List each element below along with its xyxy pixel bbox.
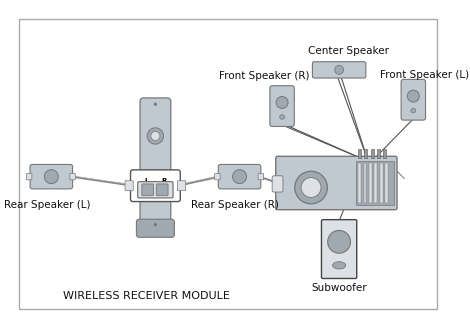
Bar xyxy=(380,163,383,203)
FancyBboxPatch shape xyxy=(321,220,357,278)
FancyBboxPatch shape xyxy=(276,156,397,210)
Ellipse shape xyxy=(151,132,160,140)
FancyBboxPatch shape xyxy=(26,174,32,180)
Text: Rear Speaker (L): Rear Speaker (L) xyxy=(4,200,90,210)
Bar xyxy=(364,163,366,203)
FancyBboxPatch shape xyxy=(157,184,168,196)
Ellipse shape xyxy=(295,171,327,204)
Bar xyxy=(375,163,377,203)
Text: WIRELESS RECEIVER MODULE: WIRELESS RECEIVER MODULE xyxy=(63,291,230,301)
Ellipse shape xyxy=(154,103,157,106)
Bar xyxy=(358,149,361,158)
FancyBboxPatch shape xyxy=(178,181,186,191)
Ellipse shape xyxy=(154,223,157,226)
FancyBboxPatch shape xyxy=(138,182,173,198)
Bar xyxy=(385,163,388,203)
Text: Front Speaker (R): Front Speaker (R) xyxy=(219,71,309,81)
Bar xyxy=(358,163,361,203)
FancyBboxPatch shape xyxy=(218,164,261,189)
FancyBboxPatch shape xyxy=(30,164,72,189)
Bar xyxy=(356,161,394,205)
FancyBboxPatch shape xyxy=(125,181,133,191)
FancyBboxPatch shape xyxy=(136,219,174,237)
Ellipse shape xyxy=(335,66,344,74)
Bar xyxy=(364,149,367,158)
FancyBboxPatch shape xyxy=(272,176,283,192)
FancyBboxPatch shape xyxy=(313,62,366,78)
Bar xyxy=(384,149,386,158)
Ellipse shape xyxy=(411,108,416,113)
FancyBboxPatch shape xyxy=(215,174,220,180)
Ellipse shape xyxy=(333,262,345,269)
Ellipse shape xyxy=(44,170,58,184)
Ellipse shape xyxy=(276,96,288,109)
FancyBboxPatch shape xyxy=(140,98,171,173)
FancyBboxPatch shape xyxy=(140,187,171,226)
FancyBboxPatch shape xyxy=(258,174,264,180)
FancyBboxPatch shape xyxy=(401,79,425,120)
Bar xyxy=(369,163,372,203)
Bar xyxy=(371,149,374,158)
Ellipse shape xyxy=(301,177,321,197)
Ellipse shape xyxy=(147,128,164,144)
Text: L: L xyxy=(144,178,149,184)
FancyBboxPatch shape xyxy=(70,174,75,180)
FancyBboxPatch shape xyxy=(131,170,180,202)
FancyBboxPatch shape xyxy=(270,86,294,126)
Text: Center Speaker: Center Speaker xyxy=(308,46,389,56)
Ellipse shape xyxy=(233,170,247,184)
Text: Front Speaker (L): Front Speaker (L) xyxy=(380,70,469,80)
Text: Rear Speaker (R): Rear Speaker (R) xyxy=(191,200,279,210)
Text: Subwoofer: Subwoofer xyxy=(311,282,367,293)
Ellipse shape xyxy=(407,90,419,102)
Ellipse shape xyxy=(328,231,351,253)
Ellipse shape xyxy=(280,115,285,119)
Bar xyxy=(377,149,380,158)
FancyBboxPatch shape xyxy=(142,184,154,196)
Text: R: R xyxy=(162,178,167,184)
